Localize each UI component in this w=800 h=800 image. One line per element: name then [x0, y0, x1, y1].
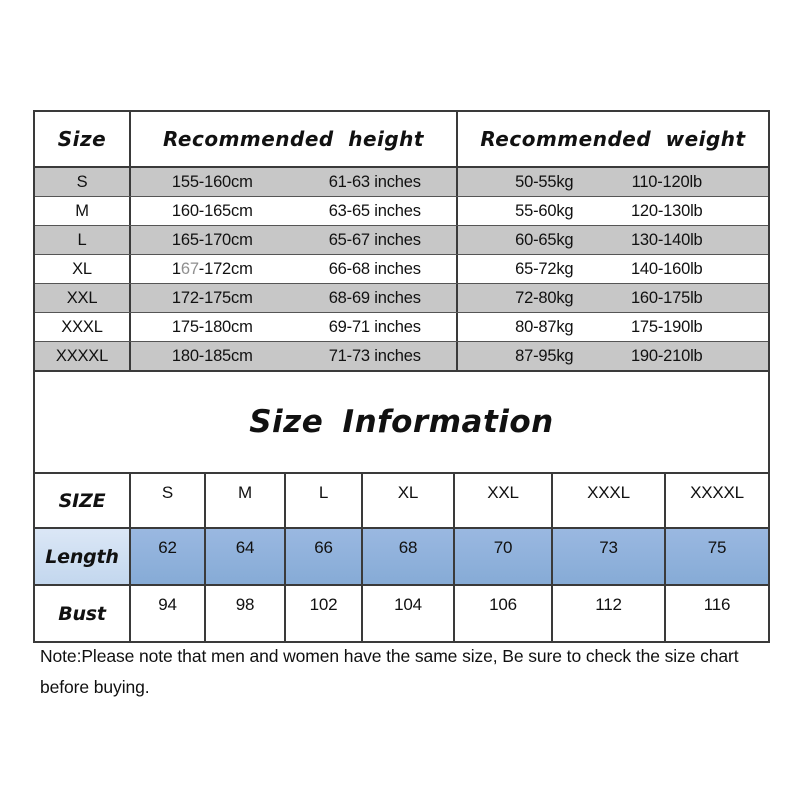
weight-column-header: Recommended weight [480, 127, 746, 151]
size-information-title: Size Information [249, 404, 554, 440]
height-inches: 69-71 inches [328, 317, 421, 336]
height-cm: 160-165cm [171, 201, 253, 220]
bust-value: 112 [551, 586, 664, 641]
size-label: XXXXL [55, 346, 109, 365]
title-band: Size Information [35, 370, 768, 472]
weight-kg: 65-72kg [515, 259, 574, 278]
measurements-table: SIZE S M L XL XXL XXXL XXXXL Length 62 6… [35, 472, 768, 641]
size-label: S [76, 172, 88, 191]
weight-lb: 110-120lb [631, 172, 703, 191]
note-text: Note:Please note that men and women have… [40, 646, 739, 698]
weight-kg: 50-55kg [515, 172, 574, 191]
measurements-table-header: SIZE S M L XL XXL XXXL XXXXL [35, 474, 768, 527]
size-label: XXL [66, 288, 98, 307]
recommended-size-table: Size Recommended height Recommended weig… [35, 112, 768, 370]
height-inches: 68-69 inches [328, 288, 421, 307]
height-cm: 172-175cm [171, 288, 253, 307]
weight-kg: 60-65kg [515, 230, 574, 249]
col-header-xxxxl: XXXXL [664, 474, 768, 527]
table-row-s: S 155-160cm 61-63 inches 50-55kg 110-120… [35, 166, 768, 196]
height-cell: 172-175cm 68-69 inches [129, 284, 458, 312]
col-header-s: S [129, 474, 204, 527]
size-label: XXXL [61, 317, 103, 336]
height-cm-part: 1 [171, 259, 181, 278]
length-row: Length 62 64 66 68 70 73 75 [35, 527, 768, 584]
weight-kg: 72-80kg [515, 288, 574, 307]
bust-row-label: Bust [35, 586, 129, 641]
size-corner-label: SIZE [58, 489, 106, 512]
weight-lb: 190-210lb [630, 346, 703, 365]
height-cell: 175-180cm 69-71 inches [129, 313, 458, 341]
length-value: 70 [453, 529, 551, 584]
length-value: 75 [664, 529, 768, 584]
length-value: 64 [204, 529, 284, 584]
weight-lb: 120-130lb [630, 201, 703, 220]
length-value: 66 [284, 529, 361, 584]
height-inches: 61-63 inches [328, 172, 421, 191]
height-cm: 155-160cm [171, 172, 253, 191]
bust-value: 102 [284, 586, 361, 641]
size-label: M [75, 201, 89, 220]
height-cell: 180-185cm 71-73 inches [129, 342, 458, 370]
col-header-xxl: XXL [453, 474, 551, 527]
table-row-xxxxl: XXXXL 180-185cm 71-73 inches 87-95kg 190… [35, 341, 768, 370]
weight-lb: 140-160lb [630, 259, 703, 278]
bust-value: 98 [204, 586, 284, 641]
size-column-header: Size [57, 127, 107, 151]
height-inches: 63-65 inches [328, 201, 421, 220]
height-cell: 155-160cm 61-63 inches [129, 168, 458, 196]
weight-kg: 80-87kg [515, 317, 574, 336]
height-cm: 165-170cm [171, 230, 253, 249]
weight-cell: 65-72kg 140-160lb [458, 255, 768, 283]
height-cell: 167-172cm 66-68 inches [129, 255, 458, 283]
recommended-size-table-header: Size Recommended height Recommended weig… [35, 112, 768, 166]
bust-value: 104 [361, 586, 453, 641]
table-row-xxxl: XXXL 175-180cm 69-71 inches 80-87kg 175-… [35, 312, 768, 341]
size-chart: Size Recommended height Recommended weig… [33, 110, 770, 643]
weight-lb: 175-190lb [630, 317, 703, 336]
height-cell: 160-165cm 63-65 inches [129, 197, 458, 225]
height-cm: 175-180cm [171, 317, 253, 336]
col-header-m: M [204, 474, 284, 527]
length-value: 68 [361, 529, 453, 584]
height-column-header: Recommended height [129, 112, 458, 166]
size-label: XL [72, 259, 92, 278]
height-inches: 66-68 inches [328, 259, 421, 278]
table-row-l: L 165-170cm 65-67 inches 60-65kg 130-140… [35, 225, 768, 254]
height-cm-part: -172cm [198, 259, 253, 278]
length-value: 73 [551, 529, 664, 584]
length-value: 62 [129, 529, 204, 584]
col-header-l: L [284, 474, 361, 527]
weight-cell: 72-80kg 160-175lb [458, 284, 768, 312]
table-row-xxl: XXL 172-175cm 68-69 inches 72-80kg 160-1… [35, 283, 768, 312]
weight-cell: 55-60kg 120-130lb [458, 197, 768, 225]
table-row-xl: XL 167-172cm 66-68 inches 65-72kg 140-16… [35, 254, 768, 283]
bust-value: 116 [664, 586, 768, 641]
height-cm: 180-185cm [171, 346, 253, 365]
weight-kg: 87-95kg [515, 346, 574, 365]
length-row-label: Length [35, 529, 129, 584]
height-cm: 167-172cm [131, 260, 294, 279]
bust-value: 106 [453, 586, 551, 641]
weight-cell: 87-95kg 190-210lb [458, 342, 768, 370]
bust-row: Bust 94 98 102 104 106 112 116 [35, 584, 768, 641]
weight-cell: 60-65kg 130-140lb [458, 226, 768, 254]
weight-lb: 160-175lb [630, 288, 703, 307]
table-row-m: M 160-165cm 63-65 inches 55-60kg 120-130… [35, 196, 768, 225]
weight-cell: 50-55kg 110-120lb [458, 168, 768, 196]
height-inches: 65-67 inches [328, 230, 421, 249]
height-cell: 165-170cm 65-67 inches [129, 226, 458, 254]
weight-cell: 80-87kg 175-190lb [458, 313, 768, 341]
bust-value: 94 [129, 586, 204, 641]
col-header-xl: XL [361, 474, 453, 527]
col-header-xxxl: XXXL [551, 474, 664, 527]
height-inches: 71-73 inches [328, 346, 421, 365]
height-cm-faded-part: 67 [180, 259, 199, 278]
weight-kg: 55-60kg [515, 201, 574, 220]
size-label: L [77, 230, 87, 249]
weight-lb: 130-140lb [630, 230, 703, 249]
